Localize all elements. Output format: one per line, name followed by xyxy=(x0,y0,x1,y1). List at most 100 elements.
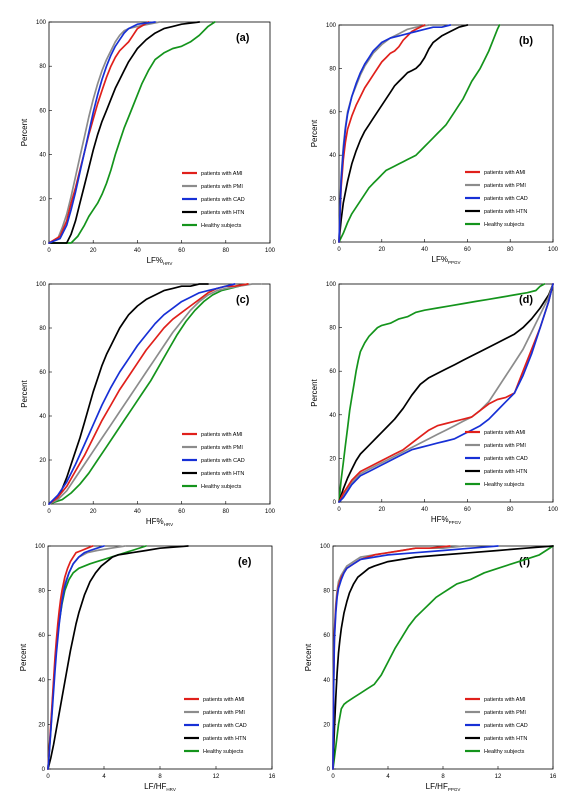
x-tick-label: 0 xyxy=(47,509,51,515)
y-tick-label: 40 xyxy=(39,153,46,159)
y-tick-label: 40 xyxy=(329,153,336,159)
y-tick-label: 60 xyxy=(323,633,330,639)
y-tick-label: 80 xyxy=(329,66,336,72)
y-tick-label: 60 xyxy=(38,633,45,639)
x-tick-label: 60 xyxy=(464,507,471,513)
x-tick-label: 40 xyxy=(134,509,141,515)
legend-label: patients with PMI xyxy=(484,710,526,716)
x-tick-label: 4 xyxy=(102,774,106,780)
y-tick-label: 20 xyxy=(323,722,330,728)
y-tick-label: 20 xyxy=(329,456,336,462)
series-line-2 xyxy=(338,283,554,503)
series-line-4 xyxy=(48,21,201,244)
legend-label: patients with CAD xyxy=(203,723,247,729)
y-tick-label: 40 xyxy=(323,678,330,684)
x-axis-title: LF/HFHRV xyxy=(144,782,176,792)
series-line-3 xyxy=(332,545,499,770)
y-tick-label: 100 xyxy=(36,20,47,26)
x-axis-title-subscript: PPGV xyxy=(448,260,461,265)
series-line-4 xyxy=(48,283,209,505)
x-tick-label: 16 xyxy=(550,774,557,780)
plot-frame xyxy=(48,283,271,505)
legend-label: Healthy subjects xyxy=(203,749,244,755)
x-tick-label: 0 xyxy=(46,774,50,780)
x-axis-title-subscript: PPGV xyxy=(449,520,462,525)
y-axis-title: Percent xyxy=(310,378,319,406)
series-line-1 xyxy=(338,24,426,243)
y-axis-title: Percent xyxy=(310,119,319,147)
x-tick-label: 20 xyxy=(90,248,97,254)
y-tick-label: 20 xyxy=(329,197,336,203)
x-tick-label: 0 xyxy=(47,248,51,254)
x-tick-label: 60 xyxy=(178,248,185,254)
y-tick-label: 20 xyxy=(39,458,46,464)
x-tick-label: 60 xyxy=(464,247,471,253)
legend-label: patients with AMI xyxy=(201,432,243,438)
y-tick-label: 0 xyxy=(43,241,47,247)
y-tick-label: 60 xyxy=(39,108,46,114)
series-line-4 xyxy=(338,24,469,243)
panel-3: 0 20 40 60 80 100 0 20 40 60 80 100 HF%HRV Percent (c)… xyxy=(20,282,276,527)
y-tick-label: 60 xyxy=(39,370,46,376)
legend-label: patients with HTN xyxy=(201,471,244,477)
legend-label: patients with PMI xyxy=(201,184,243,190)
panel-tag: (d) xyxy=(519,294,533,306)
legend-label: Healthy subjects xyxy=(484,482,525,488)
y-tick-label: 60 xyxy=(329,110,336,116)
y-tick-label: 100 xyxy=(326,282,337,288)
x-axis-title-subscript: PPGV xyxy=(448,787,461,792)
y-tick-label: 40 xyxy=(38,678,45,684)
x-axis-title-subscript: HRV xyxy=(164,522,173,527)
panel-1: 0 20 40 60 80 100 0 20 40 60 80 100 LF%HRV Percent (a)… xyxy=(20,20,276,266)
y-tick-label: 100 xyxy=(320,544,331,550)
x-axis-title: LF%HRV xyxy=(147,256,173,266)
panel-tag: (e) xyxy=(238,556,252,568)
y-axis-title: Percent xyxy=(304,643,313,671)
legend-label: patients with AMI xyxy=(484,430,526,436)
x-axis-title-main: LF% xyxy=(432,255,448,264)
x-axis-title-main: HF% xyxy=(431,515,449,524)
y-tick-label: 80 xyxy=(323,589,330,595)
panel-5: 0 4 8 12 16 0 20 40 60 80 100 LF/HFHRV Percent (e) pat… xyxy=(19,544,276,792)
legend-label: patients with PMI xyxy=(484,183,526,189)
x-axis-title-main: HF% xyxy=(146,517,164,526)
series-line-2 xyxy=(48,283,263,505)
x-tick-label: 0 xyxy=(337,247,341,253)
y-tick-label: 100 xyxy=(326,23,337,29)
x-tick-label: 0 xyxy=(337,507,341,513)
legend-label: Healthy subjects xyxy=(201,223,242,229)
series-line-3 xyxy=(48,21,156,244)
legend-label: patients with HTN xyxy=(484,469,527,475)
series-line-3 xyxy=(338,283,554,503)
plot-frame xyxy=(338,24,554,243)
x-tick-label: 20 xyxy=(90,509,97,515)
y-tick-label: 80 xyxy=(329,326,336,332)
legend-label: patients with CAD xyxy=(201,197,245,203)
series-line-4 xyxy=(47,545,189,770)
x-tick-label: 12 xyxy=(495,774,502,780)
x-tick-label: 16 xyxy=(269,774,276,780)
y-tick-label: 0 xyxy=(43,502,47,508)
x-tick-label: 80 xyxy=(507,247,514,253)
y-axis-title: Percent xyxy=(20,118,29,146)
x-tick-label: 80 xyxy=(507,507,514,513)
y-tick-label: 80 xyxy=(38,589,45,595)
panel-tag: (c) xyxy=(236,294,250,306)
legend-label: patients with PMI xyxy=(201,445,243,451)
series-line-3 xyxy=(338,24,452,243)
y-tick-label: 20 xyxy=(38,722,45,728)
legend-label: patients with CAD xyxy=(484,196,528,202)
series-line-2 xyxy=(332,545,465,770)
y-axis-title: Percent xyxy=(20,379,29,407)
x-tick-label: 0 xyxy=(331,774,335,780)
series-line-5 xyxy=(338,24,501,243)
x-tick-label: 20 xyxy=(378,247,385,253)
panel-tag: (a) xyxy=(236,32,250,44)
legend-label: patients with AMI xyxy=(203,697,245,703)
x-axis-title-main: LF/HF xyxy=(426,782,448,791)
x-axis-title-subscript: HRV xyxy=(163,261,172,266)
x-tick-label: 40 xyxy=(421,247,428,253)
x-tick-label: 100 xyxy=(265,248,276,254)
series-line-5 xyxy=(332,545,554,770)
legend-label: patients with PMI xyxy=(484,443,526,449)
